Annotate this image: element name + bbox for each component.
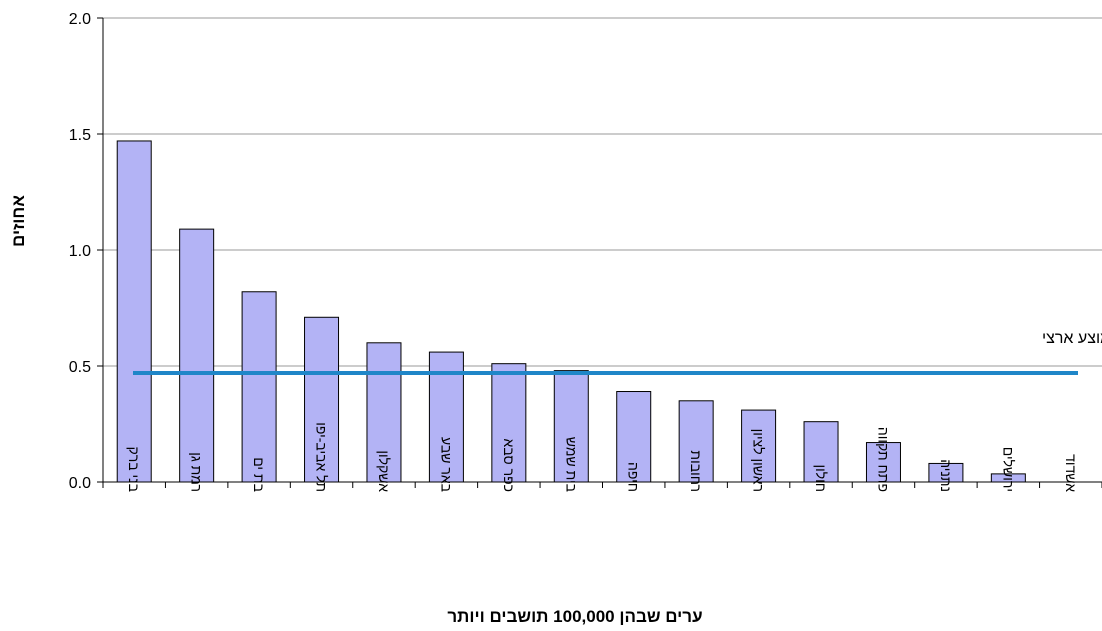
- bar: [179, 228, 215, 483]
- axes: [102, 18, 1102, 488]
- bar: [241, 291, 277, 483]
- bars: [116, 140, 1026, 483]
- x-tick-label: חיפה: [626, 462, 642, 492]
- x-tick-label: רמת גן: [189, 452, 205, 492]
- x-tick-label: באר שבע: [438, 437, 454, 492]
- x-tick-label: כפר סבא: [501, 439, 517, 492]
- bar: [741, 409, 777, 483]
- x-tick-label: אשדוד: [1063, 454, 1079, 492]
- y-tick-label: 1.0: [69, 243, 91, 260]
- y-tick-label: 1.5: [69, 127, 91, 144]
- reference-line-group: ממוצע ארצי: [133, 330, 1102, 375]
- x-tick-label: חולון: [813, 464, 829, 492]
- y-tick-label: 0.0: [69, 475, 91, 492]
- bar: [553, 370, 589, 483]
- x-tick-label: בת ים: [251, 457, 267, 492]
- x-tick-label: בית שמש: [563, 437, 579, 492]
- y-tick-labels: 0.0 0.5 1.0 1.5 2.0: [69, 11, 91, 492]
- x-tick-label: רחובות: [688, 450, 704, 492]
- x-tick-label: ירושלים: [1000, 447, 1016, 492]
- bar: [865, 442, 901, 483]
- bar: [116, 140, 152, 483]
- y-tick-label: 2.0: [69, 11, 91, 28]
- x-tick-label: תל אביב-יפו: [314, 422, 330, 492]
- bar: [616, 391, 652, 483]
- reference-line-label: ממוצע ארצי: [1042, 330, 1102, 347]
- x-axis-title: ערים שבהן 100,000 תושבים ויותר: [447, 607, 702, 626]
- y-tick-label: 0.5: [69, 359, 91, 376]
- bar: [491, 363, 527, 483]
- x-tick-label: אשקלון: [376, 450, 392, 492]
- bar: [803, 421, 839, 483]
- x-tick-label: ראשון לציון: [751, 429, 767, 492]
- x-tick-labels: בני ברק רמת גן בת ים תל אביב-יפו אשקלון באר ש…: [126, 422, 1079, 492]
- x-tick-label: נתניה: [938, 459, 954, 492]
- x-tick-label: פתח תקווה: [875, 427, 891, 492]
- y-axis-title: אחוזים: [9, 195, 28, 247]
- x-tick-label: בני ברק: [126, 447, 142, 492]
